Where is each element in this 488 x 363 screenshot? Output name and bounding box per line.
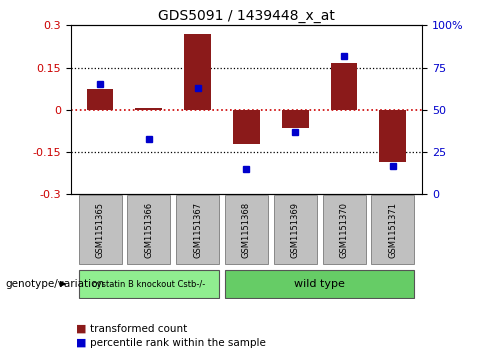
Bar (380, 110, 407, 162)
FancyBboxPatch shape (323, 195, 366, 264)
Text: GSM1151371: GSM1151371 (388, 201, 397, 258)
Text: percentile rank within the sample: percentile rank within the sample (90, 338, 266, 348)
Text: GSM1151366: GSM1151366 (144, 201, 153, 258)
Text: GSM1151370: GSM1151370 (340, 201, 348, 258)
Text: GSM1151369: GSM1151369 (291, 201, 300, 258)
Text: ■: ■ (76, 323, 86, 334)
Bar (136, 109, 163, 110)
FancyBboxPatch shape (371, 195, 414, 264)
FancyBboxPatch shape (225, 270, 414, 298)
FancyBboxPatch shape (79, 195, 122, 264)
Bar (233, 110, 260, 143)
Title: GDS5091 / 1439448_x_at: GDS5091 / 1439448_x_at (158, 9, 335, 23)
FancyBboxPatch shape (176, 195, 219, 264)
Bar (331, 64, 357, 110)
FancyBboxPatch shape (79, 270, 219, 298)
Text: GSM1151367: GSM1151367 (193, 201, 202, 258)
Text: GSM1151368: GSM1151368 (242, 201, 251, 258)
Text: ■: ■ (76, 338, 86, 348)
Bar (184, 34, 211, 110)
Text: GSM1151365: GSM1151365 (96, 201, 104, 258)
FancyBboxPatch shape (225, 195, 268, 264)
Text: wild type: wild type (294, 279, 345, 289)
Bar (87, 89, 113, 110)
Text: genotype/variation: genotype/variation (5, 279, 104, 289)
FancyBboxPatch shape (127, 195, 170, 264)
Text: transformed count: transformed count (90, 323, 187, 334)
Text: cystatin B knockout Cstb-/-: cystatin B knockout Cstb-/- (92, 280, 205, 289)
FancyBboxPatch shape (274, 195, 317, 264)
Bar (282, 110, 309, 128)
